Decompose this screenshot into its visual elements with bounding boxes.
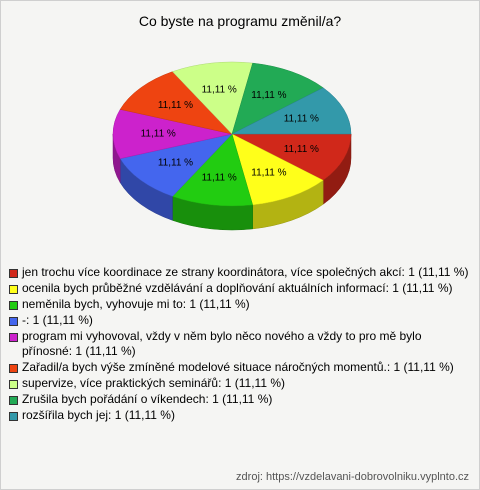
slice	[231, 133, 352, 181]
slice-label: 11,11 %	[158, 157, 193, 168]
legend-label: supervize, více praktických seminářů: 1 …	[22, 376, 285, 390]
slice-label: 11,11 %	[202, 85, 237, 96]
legend-item: rozšířila bych jej: 1 (11,11 %)	[9, 408, 471, 423]
slice	[119, 71, 233, 135]
slice	[231, 87, 352, 135]
legend-swatch	[9, 333, 18, 342]
pie: 11,11 % 11,11 % 11,11 % 11,11 % 11,11 % 11,11…	[112, 61, 352, 231]
slice	[172, 133, 253, 207]
legend-item: Zrušila bych pořádání o víkendech: 1 (11…	[9, 392, 471, 407]
slice-label: 11,11 %	[251, 90, 286, 101]
legend-swatch	[9, 364, 18, 373]
legend-label: ocenila bych průběžné vzdělávání a doplň…	[22, 281, 453, 295]
legend-swatch	[9, 380, 18, 389]
legend-label: neměnila bych, vyhovuje mi to: 1 (11,11 …	[22, 297, 250, 311]
legend-item: program mi vyhovoval, vždy v něm bylo ně…	[9, 329, 471, 359]
legend-swatch	[9, 301, 18, 310]
legend-item: -: 1 (11,11 %)	[9, 313, 471, 328]
slice-label: 11,11 %	[158, 100, 193, 111]
legend-item: supervize, více praktických seminářů: 1 …	[9, 376, 471, 391]
slice	[172, 61, 253, 135]
legend-swatch	[9, 285, 18, 294]
slice-label: 11,11 %	[202, 173, 237, 184]
legend-label: -: 1 (11,11 %)	[22, 313, 93, 327]
legend-item: jen trochu více koordinace ze strany koo…	[9, 265, 471, 280]
legend-swatch	[9, 317, 18, 326]
slice	[112, 109, 233, 159]
legend-swatch	[9, 412, 18, 421]
legend: jen trochu více koordinace ze strany koo…	[9, 265, 471, 424]
slice-label: 11,11 %	[141, 129, 176, 140]
legend-swatch	[9, 269, 18, 278]
legend-label: program mi vyhovoval, vždy v něm bylo ně…	[22, 329, 422, 358]
slice-label: 11,11 %	[284, 113, 319, 124]
chart-title: Co byste na programu změnil/a?	[138, 13, 342, 29]
legend-label: Zařadil/a bych výše zmíněné modelové sit…	[22, 360, 454, 374]
legend-label: Zrušila bych pořádání o víkendech: 1 (11…	[22, 392, 273, 406]
legend-item: Zařadil/a bych výše zmíněné modelové sit…	[9, 360, 471, 375]
slice-label: 11,11 %	[284, 144, 319, 155]
slice	[231, 133, 324, 206]
legend-swatch	[9, 396, 18, 405]
slice-label: 11,11 %	[251, 167, 286, 178]
slice	[231, 62, 324, 135]
source: zdroj: https://vzdelavani-dobrovolniku.v…	[236, 471, 469, 483]
legend-label: jen trochu více koordinace ze strany koo…	[22, 265, 469, 279]
legend-item: neměnila bych, vyhovuje mi to: 1 (11,11 …	[9, 297, 471, 312]
legend-item: ocenila bych průběžné vzdělávání a doplň…	[9, 281, 471, 296]
slice	[119, 133, 233, 197]
legend-label: rozšířila bych jej: 1 (11,11 %)	[22, 408, 175, 422]
